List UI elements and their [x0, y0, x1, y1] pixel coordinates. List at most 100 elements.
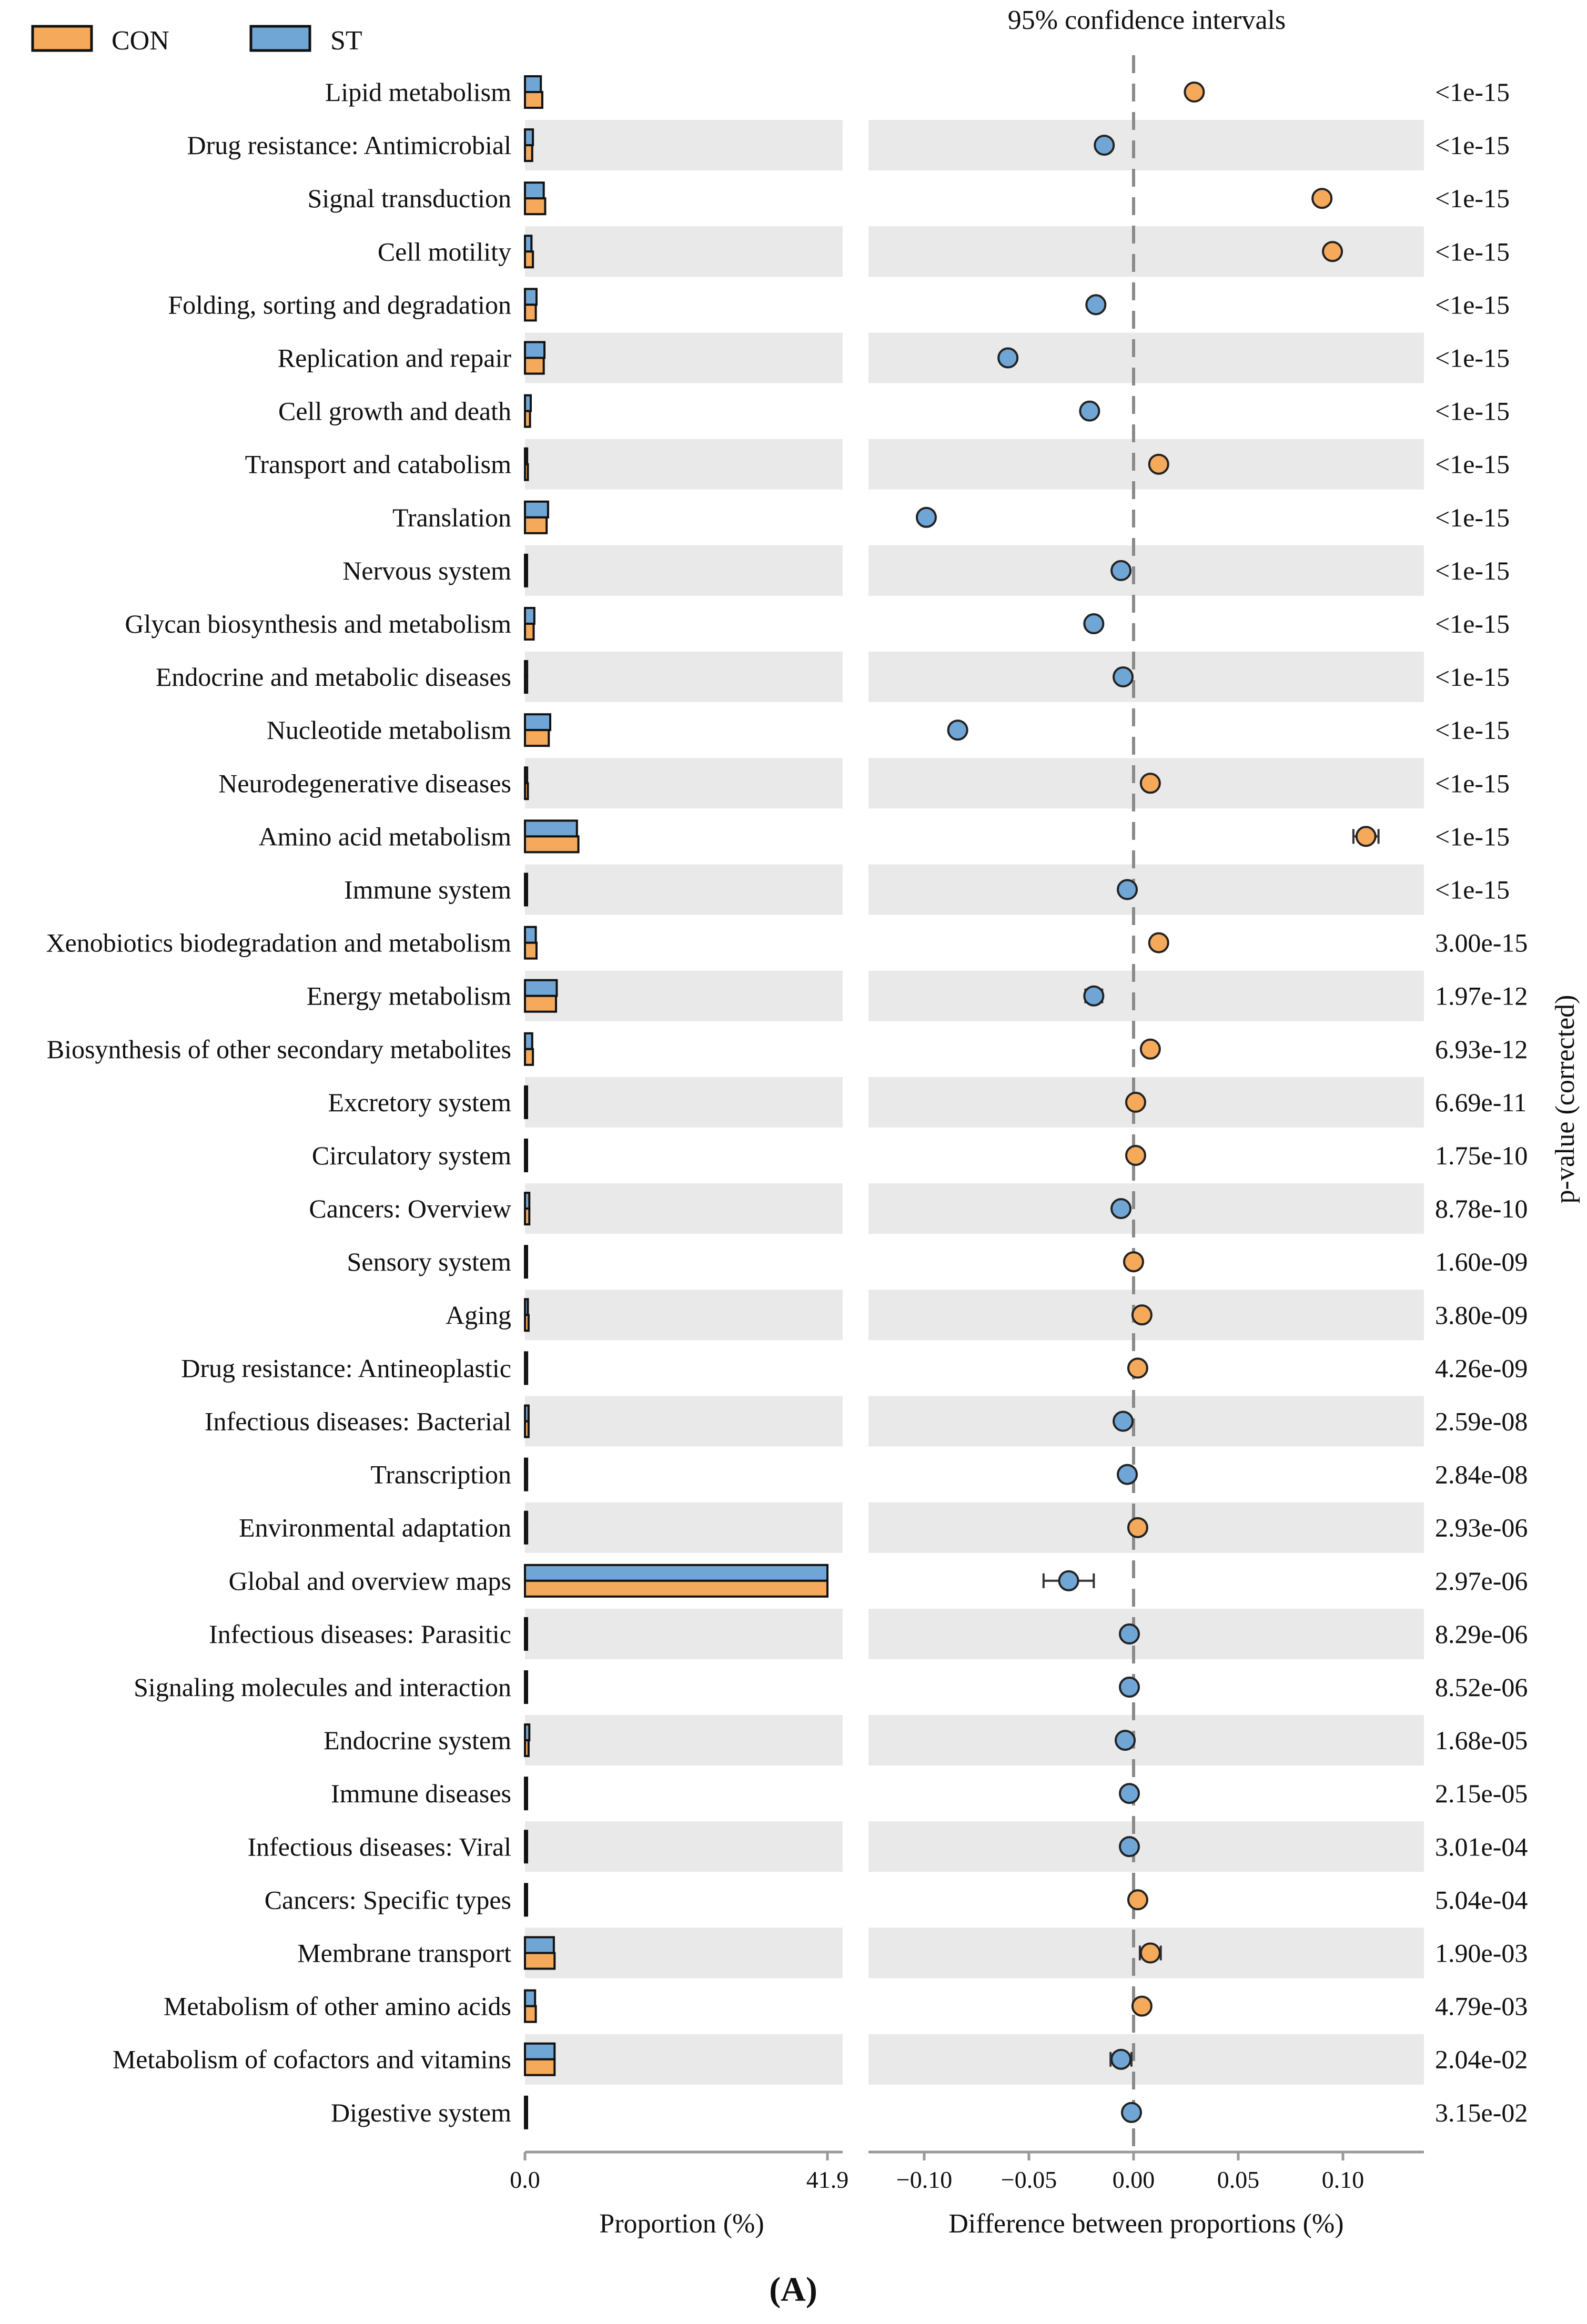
bar-st — [524, 75, 542, 93]
pvalue-label: 2.04e-02 — [1435, 2045, 1528, 2074]
pvalue-label: <1e-15 — [1435, 821, 1510, 851]
row-band-right — [868, 970, 1424, 1021]
pvalue-label: <1e-15 — [1435, 662, 1510, 692]
ci-title: 95% confidence intervals — [1008, 5, 1286, 35]
data-row: Xenobiotics biodegradation and metabolis… — [46, 926, 1528, 960]
category-label: Infectious diseases: Viral — [248, 1832, 512, 1861]
difference-point — [997, 347, 1019, 369]
data-row: Signaling molecules and interaction 8.52e… — [134, 1670, 1528, 1704]
data-row: Metabolism of cofactors and vitamins 2.04… — [113, 2042, 1528, 2076]
difference-point — [1083, 985, 1105, 1007]
pvalue-label: 4.26e-09 — [1435, 1353, 1528, 1383]
pvalue-label: <1e-15 — [1435, 556, 1510, 585]
data-row: Immune system <1e-15 — [344, 872, 1510, 907]
pvalue-label: 5.04e-04 — [1435, 1885, 1528, 1914]
bar-con — [524, 2058, 556, 2076]
data-row: Translation <1e-15 — [392, 500, 1510, 534]
category-label: Global and overview maps — [229, 1566, 511, 1596]
difference-point — [1115, 1730, 1136, 1751]
category-label: Metabolism of cofactors and vitamins — [113, 2045, 511, 2074]
pvalue-label: 6.69e-11 — [1435, 1088, 1527, 1117]
category-label: Biosynthesis of other secondary metaboli… — [47, 1034, 511, 1064]
category-label: Immune system — [344, 875, 511, 905]
pvalue-label: 2.15e-05 — [1435, 1779, 1528, 1808]
difference-point — [1311, 188, 1333, 209]
difference-point — [1127, 1517, 1148, 1538]
category-label: Energy metabolism — [307, 981, 511, 1011]
bar-st — [524, 1670, 528, 1688]
category-label: Cancers: Overview — [309, 1194, 511, 1223]
category-label: Nervous system — [342, 556, 511, 585]
category-label: Transcription — [370, 1460, 511, 1489]
legend: CON ST — [31, 25, 362, 56]
row-band-right — [868, 652, 1424, 703]
data-row: Environmental adaptation 2.93e-06 — [239, 1510, 1528, 1545]
difference-point — [1139, 773, 1161, 794]
bar-con — [524, 1845, 528, 1864]
row-band-right — [868, 1183, 1424, 1234]
category-label: Digestive system — [331, 2098, 511, 2127]
category-label: Replication and repair — [278, 343, 512, 373]
bar-con — [524, 410, 531, 428]
difference-point — [1119, 1836, 1140, 1858]
bar-st — [524, 235, 533, 253]
pvalue-label: <1e-15 — [1435, 77, 1510, 107]
left-axis-tick-label-1: 41.9 — [806, 2166, 849, 2193]
bar-st — [524, 1564, 828, 1582]
category-label: Cell growth and death — [278, 397, 511, 426]
pvalue-label: 2.97e-06 — [1435, 1566, 1528, 1596]
right-axis-tick-label: 0.05 — [1217, 2166, 1260, 2193]
category-label: Sensory system — [347, 1247, 512, 1276]
difference-point — [1322, 241, 1343, 262]
category-label: Metabolism of other amino acids — [164, 1992, 511, 2021]
right-axis-title: Difference between proportions (%) — [948, 2209, 1343, 2239]
category-label: Infectious diseases: Parasitic — [209, 1619, 511, 1649]
bar-con — [524, 994, 558, 1013]
pvalue-label: <1e-15 — [1435, 609, 1510, 638]
category-label: Excretory system — [328, 1088, 511, 1117]
bar-con — [524, 516, 548, 534]
difference-point — [1184, 82, 1205, 103]
pvalue-label: 1.68e-05 — [1435, 1726, 1528, 1755]
right-axis-tick-label: 0.10 — [1322, 2166, 1364, 2193]
bar-st — [524, 1351, 529, 1369]
row-band-right — [868, 545, 1424, 596]
bar-st — [524, 2095, 528, 2114]
category-label: Immune diseases — [331, 1779, 511, 1808]
difference-point — [947, 719, 968, 741]
data-row: Drug resistance: Antineoplastic 4.26e-09 — [181, 1351, 1528, 1385]
bar-con — [524, 1632, 528, 1651]
bar-con — [524, 144, 533, 163]
bar-con — [524, 1367, 529, 1385]
pvalue-label: <1e-15 — [1435, 450, 1510, 479]
data-row: Cell growth and death <1e-15 — [278, 394, 1510, 428]
bar-con — [524, 250, 534, 269]
difference-point — [1355, 826, 1377, 847]
category-label: Glycan biosynthesis and metabolism — [125, 609, 511, 638]
bar-con — [524, 569, 528, 587]
data-row: Folding, sorting and degradation <1e-15 — [168, 288, 1510, 322]
difference-point — [1119, 1783, 1140, 1804]
difference-point — [1110, 2048, 1132, 2070]
difference-point — [1119, 1677, 1140, 1698]
pvalue-label: <1e-15 — [1435, 130, 1510, 160]
row-band-left — [525, 1715, 843, 1766]
bar-con — [524, 1048, 534, 1066]
row-band-left — [525, 1927, 843, 1978]
bar-st — [524, 1936, 555, 1954]
bar-st — [524, 926, 537, 944]
bar-st — [524, 288, 538, 306]
pvalue-axis-title: p-value (corrected) — [1550, 995, 1580, 1204]
pvalue-label: 8.29e-06 — [1435, 1619, 1528, 1649]
category-label: Signaling molecules and interaction — [134, 1672, 511, 1702]
pvalue-label: 1.97e-12 — [1435, 981, 1528, 1011]
category-label: Drug resistance: Antimicrobial — [187, 130, 511, 160]
category-label: Nucleotide metabolism — [267, 715, 511, 745]
difference-point — [1127, 1357, 1148, 1379]
row-band-right — [868, 1715, 1424, 1766]
data-row: Metabolism of other amino acids 4.79e-03 — [164, 1989, 1528, 2023]
pvalue-label: <1e-15 — [1435, 184, 1510, 213]
pvalue-label: <1e-15 — [1435, 237, 1510, 266]
right-axis-tick-label: 0.00 — [1113, 2166, 1155, 2193]
